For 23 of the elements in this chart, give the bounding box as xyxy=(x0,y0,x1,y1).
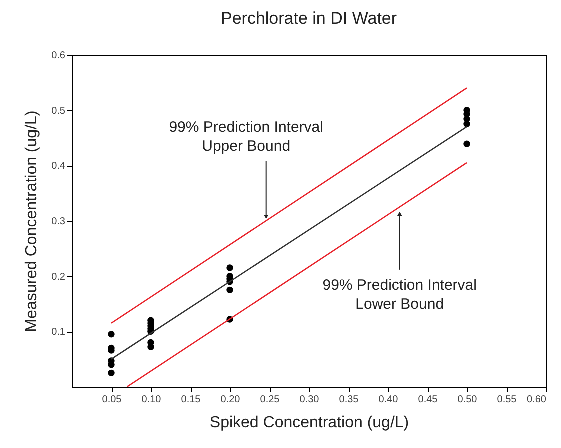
chart-title: Perchlorate in DI Water xyxy=(220,9,398,28)
x-axis-title: Spiked Concentration (ug/L) xyxy=(210,414,410,432)
x-tick-label: 0.55 xyxy=(497,394,518,406)
y-tick-label: 0.6 xyxy=(52,50,66,62)
y-tick-label: 0.3 xyxy=(52,216,66,228)
y-tick-label: 0.1 xyxy=(52,327,66,338)
y-tick-label: 0.2 xyxy=(52,272,66,283)
x-tick-label: 0.35 xyxy=(339,394,360,406)
y-axis-title: Measured Concentration (ug/L) xyxy=(24,110,41,332)
x-tick-label: 0.05 xyxy=(102,394,122,406)
x-tick-label: 0.15 xyxy=(181,394,202,406)
x-tick-label: 0.60 xyxy=(527,394,547,406)
y-tick-label: 0.5 xyxy=(52,106,66,117)
annotation: 99% Prediction Interval Upper Bound xyxy=(169,119,324,155)
x-tick-label: 0.40 xyxy=(378,394,399,406)
x-tick-label: 0.30 xyxy=(300,394,320,406)
x-tick-label: 0.50 xyxy=(458,394,478,406)
x-tick-label: 0.45 xyxy=(418,394,438,406)
annotation: 99% Prediction Interval Lower Bound xyxy=(322,276,477,313)
y-tick-label: 0.4 xyxy=(52,161,66,172)
x-tick-label: 0.20 xyxy=(220,394,241,406)
x-tick-label: 0.10 xyxy=(142,394,162,406)
x-tick-label: 0.25 xyxy=(260,394,280,406)
